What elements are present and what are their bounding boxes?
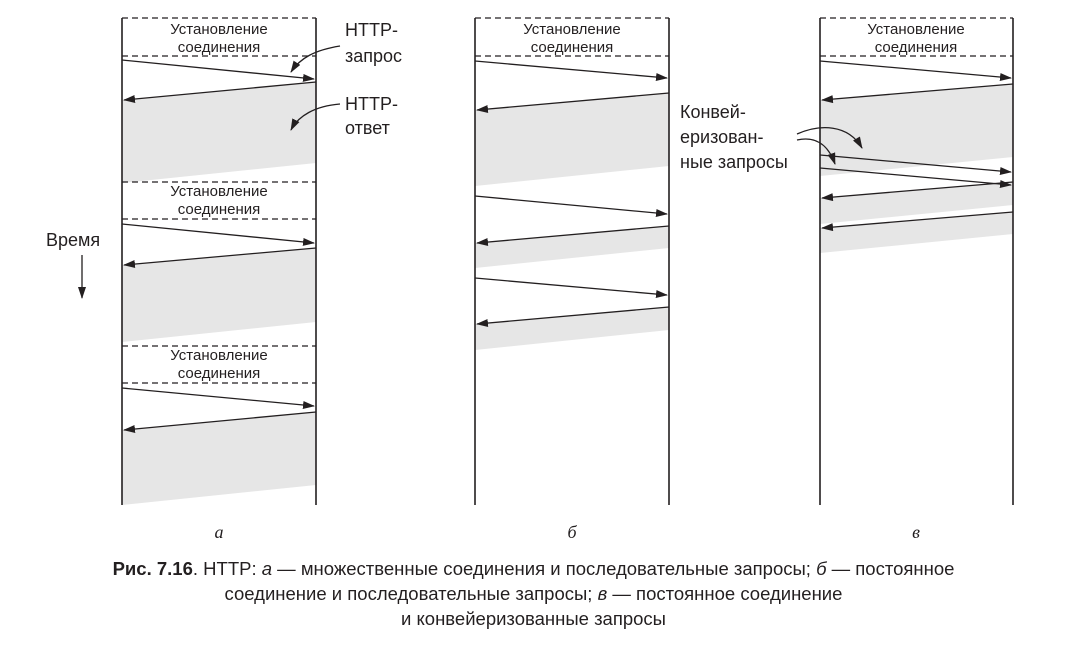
panel-b: Установление соединения bbox=[474, 17, 670, 505]
figure-caption: Рис. 7.16. HTTP: а — множественные соеди… bbox=[0, 556, 1067, 631]
panel-a: Установление соединения Установление соеди… bbox=[46, 17, 317, 505]
message-arrows bbox=[474, 60, 670, 328]
caption-text: . HTTP: bbox=[192, 558, 262, 579]
caption-line-2: соединение и последовательные запросы; в… bbox=[0, 581, 1067, 606]
response-arrow bbox=[476, 92, 670, 114]
response-bands bbox=[820, 84, 1013, 253]
pipelined-callout: Конвей-еризован-ные запросы bbox=[680, 102, 863, 172]
message-arrows bbox=[121, 59, 317, 433]
figure-number: Рис. 7.16 bbox=[112, 558, 193, 579]
setup-label: Установление соединения bbox=[170, 21, 267, 56]
panel-label-c: в bbox=[912, 522, 920, 542]
http-response-callout: HTTP-ответ bbox=[290, 94, 398, 138]
caption-text: — постоянное соединение bbox=[607, 583, 843, 604]
caption-ref-b: б bbox=[816, 558, 827, 579]
caption-ref-c: в bbox=[597, 583, 608, 604]
response-bands bbox=[475, 93, 669, 350]
panel-label-a: а bbox=[215, 522, 224, 542]
request-arrow bbox=[474, 60, 668, 82]
setup-label: Установление соединения bbox=[170, 183, 267, 218]
pipelined-label: Конвей-еризован-ные запросы bbox=[680, 102, 788, 172]
message-arrows bbox=[819, 60, 1014, 232]
setup-label: Установление соединения bbox=[170, 347, 267, 382]
request-arrow bbox=[819, 60, 1012, 82]
http-response-label: HTTP-ответ bbox=[345, 94, 398, 138]
caption-text: — постоянное bbox=[826, 558, 955, 579]
request-arrow bbox=[474, 277, 668, 299]
request-arrow bbox=[121, 223, 315, 246]
setup-dashes bbox=[820, 17, 1013, 57]
response-arrow bbox=[821, 211, 1014, 232]
request-arrow bbox=[474, 195, 668, 217]
setup-dashes bbox=[122, 17, 316, 384]
time-label: Время bbox=[46, 230, 100, 250]
request-arrow bbox=[121, 59, 315, 82]
http-request-label: HTTP-запрос bbox=[345, 20, 402, 66]
pipelined-request-arrow bbox=[819, 167, 1012, 189]
http-diagram: Установление соединения Установление соеди… bbox=[46, 17, 1014, 542]
response-arrow bbox=[123, 411, 317, 433]
response-arrow bbox=[476, 225, 670, 247]
caption-text: соединение и последовательные запросы; bbox=[224, 583, 598, 604]
response-arrow bbox=[123, 81, 317, 103]
panel-label-b: б bbox=[567, 522, 577, 542]
response-bands bbox=[122, 82, 316, 505]
setup-dashes bbox=[475, 17, 669, 57]
panel-c: Установление соединения bbox=[819, 17, 1014, 505]
setup-label: Установление соединения bbox=[867, 21, 964, 56]
response-arrow bbox=[821, 181, 1014, 202]
caption-line-1: Рис. 7.16. HTTP: а — множественные соеди… bbox=[0, 556, 1067, 581]
http-request-callout: HTTP-запрос bbox=[290, 20, 402, 73]
caption-text: — множественные соединения и последовате… bbox=[272, 558, 817, 579]
caption-ref-a: а bbox=[261, 558, 273, 579]
response-arrow bbox=[821, 83, 1014, 104]
pipelined-request-arrow bbox=[819, 154, 1012, 176]
caption-line-3: и конвейеризованные запросы bbox=[401, 608, 666, 629]
setup-label: Установление соединения bbox=[523, 21, 620, 56]
request-arrow bbox=[121, 387, 315, 409]
response-arrow bbox=[476, 306, 670, 328]
response-arrow bbox=[123, 247, 317, 269]
